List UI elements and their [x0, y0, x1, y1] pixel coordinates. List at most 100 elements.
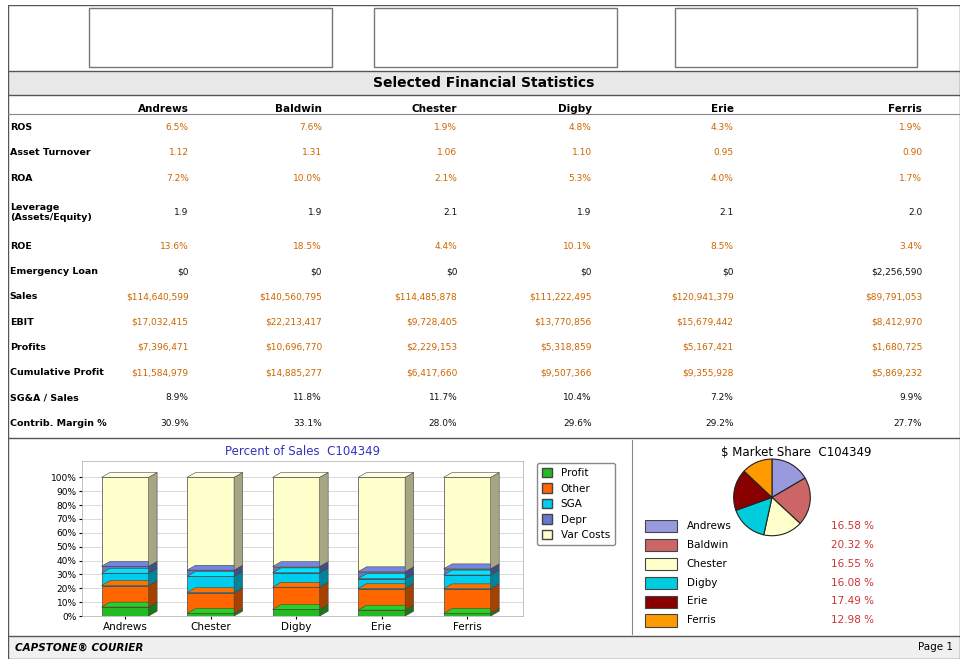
- Text: $5,869,232: $5,869,232: [871, 368, 923, 377]
- Polygon shape: [148, 561, 157, 573]
- Text: 11.7%: 11.7%: [429, 393, 457, 403]
- Text: $17,032,415: $17,032,415: [132, 318, 189, 327]
- Text: 1.12: 1.12: [168, 149, 189, 157]
- Polygon shape: [358, 574, 413, 578]
- Text: $ Market Share  C104349: $ Market Share C104349: [721, 446, 871, 459]
- Text: 7.2%: 7.2%: [711, 393, 734, 403]
- Bar: [187, 570, 234, 576]
- Polygon shape: [443, 473, 499, 477]
- Text: SG&A / Sales: SG&A / Sales: [10, 393, 78, 403]
- Text: $0: $0: [722, 267, 734, 276]
- Bar: [358, 610, 406, 616]
- Text: $9,355,928: $9,355,928: [682, 368, 734, 377]
- FancyBboxPatch shape: [8, 95, 960, 438]
- Text: $0: $0: [311, 267, 322, 276]
- Polygon shape: [319, 582, 328, 609]
- Text: $111,222,495: $111,222,495: [529, 292, 591, 301]
- Polygon shape: [234, 565, 243, 576]
- Polygon shape: [358, 567, 413, 572]
- Text: Digby: Digby: [558, 104, 591, 114]
- Polygon shape: [102, 473, 157, 477]
- Text: 2.1: 2.1: [719, 208, 734, 217]
- Bar: [443, 575, 491, 589]
- Bar: [273, 609, 319, 616]
- Polygon shape: [187, 609, 243, 613]
- Text: Cumulative Profit: Cumulative Profit: [10, 368, 104, 377]
- Text: $140,560,795: $140,560,795: [259, 292, 322, 301]
- Polygon shape: [491, 609, 499, 616]
- Polygon shape: [491, 584, 499, 613]
- Text: Emergency Loan: Emergency Loan: [10, 267, 98, 276]
- Text: $13,770,856: $13,770,856: [534, 318, 591, 327]
- Bar: [358, 588, 406, 610]
- Polygon shape: [102, 561, 157, 566]
- Text: Andrews: Andrews: [137, 104, 189, 114]
- Text: Erie: Erie: [711, 104, 734, 114]
- Polygon shape: [358, 473, 413, 477]
- Polygon shape: [491, 570, 499, 589]
- Polygon shape: [319, 568, 328, 587]
- Text: $8,412,970: $8,412,970: [871, 318, 923, 327]
- Text: Chester: Chester: [686, 559, 728, 568]
- Text: Digby: Digby: [686, 578, 717, 588]
- Text: 10.4%: 10.4%: [563, 393, 591, 403]
- Text: 1.9%: 1.9%: [899, 123, 923, 132]
- Text: 4.8%: 4.8%: [569, 123, 591, 132]
- Polygon shape: [187, 565, 243, 570]
- Polygon shape: [443, 609, 499, 613]
- Bar: [102, 573, 148, 586]
- Text: 4.3%: 4.3%: [711, 123, 734, 132]
- Text: $1,680,725: $1,680,725: [871, 343, 923, 352]
- Text: 1.7%: 1.7%: [899, 174, 923, 182]
- Polygon shape: [273, 568, 328, 573]
- Text: 18.5%: 18.5%: [293, 242, 322, 251]
- Bar: [443, 613, 491, 616]
- Polygon shape: [234, 572, 243, 593]
- Text: 6.5%: 6.5%: [166, 123, 189, 132]
- Polygon shape: [102, 568, 157, 573]
- Text: 7.2%: 7.2%: [166, 174, 189, 182]
- Polygon shape: [491, 473, 499, 568]
- Bar: [443, 568, 491, 575]
- Text: 12.98 %: 12.98 %: [831, 615, 873, 625]
- Polygon shape: [443, 564, 499, 568]
- Text: 33.1%: 33.1%: [293, 418, 322, 428]
- Text: Ferris: Ferris: [889, 104, 923, 114]
- Text: Baldwin: Baldwin: [275, 104, 322, 114]
- Text: 8.9%: 8.9%: [166, 393, 189, 403]
- Text: Sales: Sales: [10, 292, 38, 301]
- Text: Andrews: Andrews: [686, 521, 732, 531]
- FancyBboxPatch shape: [646, 596, 678, 607]
- Text: $6,417,660: $6,417,660: [406, 368, 457, 377]
- Text: $0: $0: [177, 267, 189, 276]
- Text: 1.9: 1.9: [308, 208, 322, 217]
- Text: EBIT: EBIT: [10, 318, 34, 327]
- Text: 3.4%: 3.4%: [899, 242, 923, 251]
- Text: Contrib. Margin %: Contrib. Margin %: [10, 418, 106, 428]
- Text: 11.8%: 11.8%: [293, 393, 322, 403]
- Text: 4.0%: 4.0%: [711, 174, 734, 182]
- Text: 10.0%: 10.0%: [293, 174, 322, 182]
- FancyBboxPatch shape: [646, 615, 678, 627]
- Polygon shape: [406, 567, 413, 578]
- Polygon shape: [102, 580, 157, 586]
- Text: 10.1%: 10.1%: [562, 242, 591, 251]
- FancyBboxPatch shape: [675, 8, 918, 67]
- Text: 2.1: 2.1: [443, 208, 457, 217]
- Text: Chester: Chester: [411, 104, 457, 114]
- FancyBboxPatch shape: [646, 577, 678, 589]
- Polygon shape: [148, 602, 157, 616]
- FancyBboxPatch shape: [646, 539, 678, 551]
- Polygon shape: [406, 574, 413, 588]
- Text: 29.2%: 29.2%: [705, 418, 734, 428]
- Polygon shape: [102, 602, 157, 607]
- Bar: [102, 586, 148, 607]
- Bar: [358, 572, 406, 578]
- Polygon shape: [148, 473, 157, 566]
- Polygon shape: [187, 588, 243, 593]
- Text: Ferris: Ferris: [686, 615, 715, 625]
- Polygon shape: [187, 473, 243, 477]
- Polygon shape: [319, 605, 328, 616]
- Text: 0.95: 0.95: [713, 149, 734, 157]
- Text: $114,640,599: $114,640,599: [126, 292, 189, 301]
